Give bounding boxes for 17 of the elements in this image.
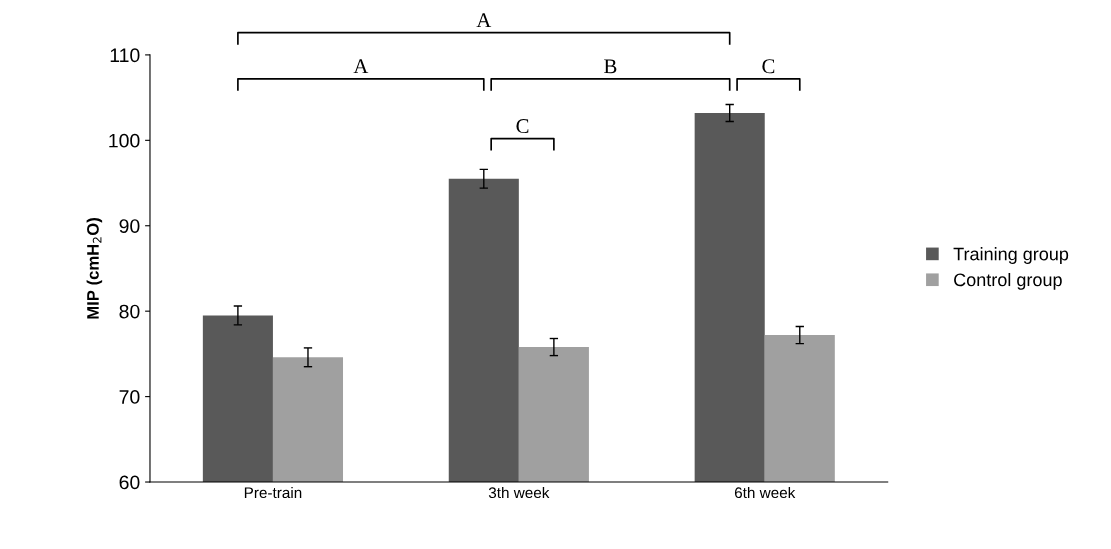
annotation: C: [516, 119, 529, 134]
y-tick-label: 110: [110, 48, 140, 63]
annotation: B: [604, 59, 617, 74]
legend-label: Control group: [954, 272, 1062, 290]
y-tick-label: 60: [119, 475, 140, 490]
x-tick-label: 3th week: [488, 486, 550, 499]
y-tick-label: 80: [119, 304, 140, 319]
annotation: C: [762, 59, 775, 74]
x-tick-label: Pre-train: [244, 486, 302, 499]
y-axis-title: MIP (cmH$_{2}$O): [86, 218, 103, 319]
y-tick-label: 100: [109, 133, 140, 148]
legend-label: Training group: [953, 247, 1069, 264]
x-tick-label: 6th week: [734, 486, 796, 499]
y-tick-label: 70: [119, 390, 140, 404]
annotation: A: [353, 59, 369, 74]
text: A: [476, 13, 492, 27]
y-tick-label: 90: [119, 219, 140, 233]
